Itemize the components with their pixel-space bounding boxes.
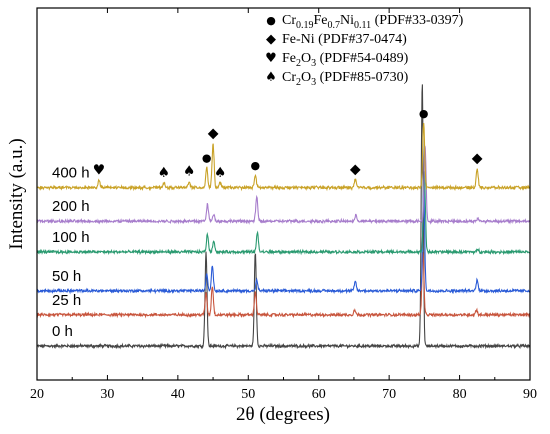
series-label-200-h: 200 h bbox=[52, 198, 90, 215]
series-label-25-h: 25 h bbox=[52, 292, 81, 309]
circle-marker-icon: ● bbox=[202, 151, 212, 164]
x-tick-label: 40 bbox=[171, 387, 185, 402]
series-label-400-h: 400 h bbox=[52, 165, 90, 182]
legend-entry-label: Cr0.19Fe0.7Ni0.11 (PDF#33-0397) bbox=[282, 13, 464, 31]
spade-marker-icon: ♠ bbox=[183, 163, 196, 179]
x-tick-label: 60 bbox=[312, 387, 326, 402]
circle-marker-icon: ● bbox=[250, 159, 260, 172]
series-line-0-h bbox=[36, 84, 531, 350]
series-label-100-h: 100 h bbox=[52, 229, 90, 246]
x-tick-label: 20 bbox=[30, 387, 44, 402]
series-line-25-h bbox=[36, 251, 531, 319]
diamond-marker-icon: ◆ bbox=[266, 32, 276, 47]
circle-marker-icon: ● bbox=[419, 107, 429, 120]
x-tick-label: 80 bbox=[453, 387, 467, 402]
spade-marker-icon: ♠ bbox=[158, 165, 171, 181]
x-axis-title: 2θ (degrees) bbox=[236, 404, 330, 425]
series-label-0-h: 0 h bbox=[52, 323, 73, 340]
heart-marker-icon: ♥ bbox=[93, 162, 106, 178]
spade-marker-icon: ♠ bbox=[214, 165, 227, 181]
x-tick-label: 90 bbox=[523, 387, 537, 402]
diamond-marker-icon: ◆ bbox=[350, 161, 361, 177]
x-axis: 20 30 40 50 60 70 80 90 bbox=[30, 8, 537, 402]
series-label-layer: 0 h 25 h 50 h 100 h 200 h 400 h bbox=[52, 165, 90, 340]
series-line-50-h bbox=[36, 186, 531, 295]
series-label-50-h: 50 h bbox=[52, 268, 81, 285]
series-line-200-h bbox=[36, 145, 531, 225]
series-line-400-h bbox=[36, 122, 530, 192]
y-axis-title: Intensity (a.u.) bbox=[6, 138, 27, 249]
diamond-marker-icon: ◆ bbox=[208, 125, 219, 141]
x-tick-label: 30 bbox=[100, 387, 114, 402]
series-layer bbox=[36, 84, 531, 350]
peak-marker-layer: ♥ ♠ ♠●◆♠ ● ◆●◆ bbox=[93, 107, 483, 181]
diamond-marker-icon: ◆ bbox=[472, 150, 483, 166]
heart-marker-icon: ♥ bbox=[265, 51, 277, 66]
x-tick-label: 50 bbox=[241, 387, 255, 402]
legend-entry-label: Fe-Ni (PDF#37-0474) bbox=[282, 32, 407, 47]
spade-marker-icon: ♠ bbox=[265, 70, 277, 85]
legend-entry-label: Cr2O3 (PDF#85-0730) bbox=[282, 70, 409, 88]
legend-entry-label: Fe2O3 (PDF#54-0489) bbox=[282, 51, 409, 69]
circle-marker-icon: ● bbox=[266, 14, 276, 27]
x-tick-label: 70 bbox=[382, 387, 396, 402]
legend: ● Cr0.19Fe0.7Ni0.11 (PDF#33-0397) ◆ Fe-Ni (… bbox=[265, 13, 463, 88]
series-line-100-h bbox=[36, 171, 530, 256]
